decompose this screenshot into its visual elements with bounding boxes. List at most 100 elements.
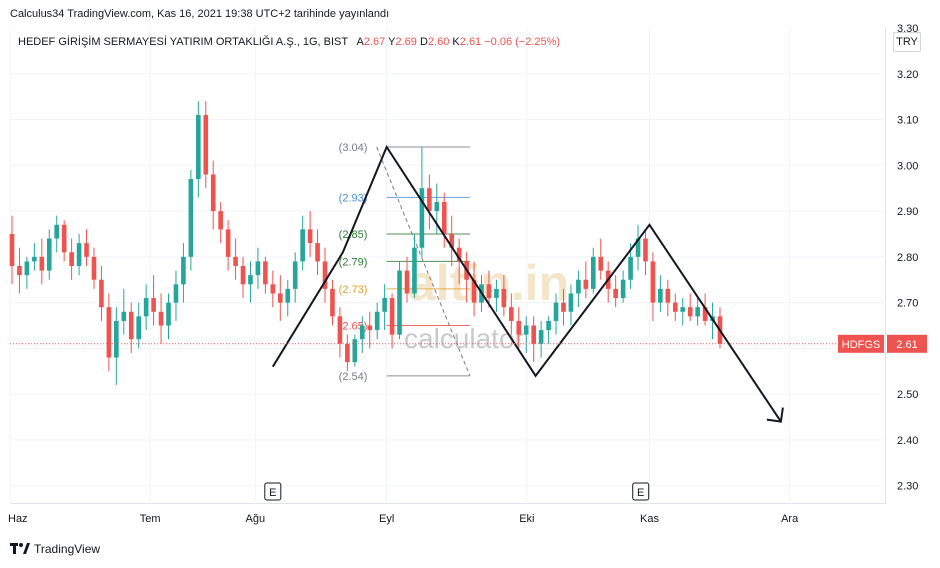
low-value: 2.60 <box>427 36 450 48</box>
close-label: K <box>452 36 460 48</box>
candle-body <box>315 243 320 262</box>
fib-trend-line <box>376 146 471 377</box>
candle-body <box>650 261 656 303</box>
candle-body <box>576 279 581 294</box>
candle-body <box>702 307 708 321</box>
ticker-badge-name: HDFGS <box>842 339 881 351</box>
y-tick-label: 2.80 <box>897 252 918 264</box>
candle-body <box>17 266 22 276</box>
x-tick-label: Kas <box>640 513 659 525</box>
watermark-sub: calculator <box>404 323 524 354</box>
candle-body <box>292 261 298 289</box>
y-tick-label: 3.00 <box>897 160 918 172</box>
candle-body <box>225 229 231 257</box>
open-label: A <box>356 36 364 48</box>
candle-body <box>620 279 626 299</box>
candle-body <box>76 243 82 266</box>
candle-body <box>404 270 410 294</box>
candle-body <box>628 256 633 280</box>
candle-body <box>658 288 663 303</box>
candle-body <box>367 325 373 331</box>
candle-body <box>255 261 261 276</box>
y-axis: 3.303.203.103.002.902.802.702.602.502.40… <box>897 23 918 493</box>
candle-body <box>412 247 417 294</box>
candle-body <box>382 298 387 312</box>
symbol-name: HEDEF GİRİŞİM SERMAYESİ YATIRIM ORTAKLIĞ… <box>18 36 349 48</box>
earnings-event-marker <box>264 482 282 501</box>
candle-body <box>151 298 156 312</box>
pattern-arrowhead <box>766 407 784 423</box>
candle-body <box>441 201 447 234</box>
candle-body <box>337 316 343 344</box>
price-badge <box>887 334 927 353</box>
close-value: 2.61 <box>459 36 482 48</box>
candle-body <box>389 298 395 335</box>
candle-body <box>486 284 492 299</box>
candle-body <box>345 343 350 363</box>
candle-body <box>233 256 238 266</box>
footer-brand[interactable]: TradingView <box>10 542 100 556</box>
candle-body <box>136 316 142 340</box>
candle-body <box>419 188 425 248</box>
earnings-event-label: E <box>269 487 276 499</box>
candle-body <box>300 229 305 262</box>
candle-body <box>32 256 37 262</box>
candle-body <box>449 233 455 248</box>
last-price-line: HDFGS 2.61 <box>10 334 927 353</box>
candle-body <box>322 261 328 289</box>
change-value: −0.06 (−2.25%) <box>484 36 561 48</box>
candle-body <box>330 288 335 317</box>
candle-body <box>643 238 648 262</box>
y-tick-label: 2.50 <box>897 389 918 401</box>
plot-area[interactable] <box>10 28 886 504</box>
candle-body <box>680 307 686 312</box>
candle-body <box>352 339 358 363</box>
x-tick-label: Haz <box>8 513 28 525</box>
tradingview-logo-icon <box>10 543 30 554</box>
x-tick-label: Eki <box>519 513 534 525</box>
candle-body <box>285 288 291 303</box>
x-tick-label: Eyl <box>379 513 394 525</box>
candle-body <box>501 288 507 308</box>
candle-body <box>114 320 119 358</box>
low-label: D <box>419 36 428 48</box>
candle-body <box>672 302 678 312</box>
fib-level-label: (2.54) <box>339 371 368 383</box>
candle-body <box>240 266 246 285</box>
y-tick-label: 2.90 <box>897 206 918 218</box>
candle-body <box>561 302 566 312</box>
candle-body <box>665 288 671 303</box>
candle-body <box>613 288 618 299</box>
currency-button[interactable]: TRY <box>893 32 921 52</box>
candle-body <box>583 279 589 289</box>
y-tick-label: 2.70 <box>897 298 918 310</box>
candle-body <box>471 279 477 303</box>
candle-body <box>494 288 499 299</box>
fib-level-label: (2.79) <box>339 256 368 268</box>
candle-body <box>181 256 186 285</box>
candle-body <box>635 238 641 257</box>
candle-body <box>210 174 216 212</box>
y-tick-label: 3.20 <box>897 69 918 81</box>
candle-body <box>121 311 127 321</box>
open-value: 2.67 <box>363 36 386 48</box>
candle-body <box>218 211 223 230</box>
candle-body <box>359 325 365 340</box>
candle-body <box>456 247 462 262</box>
candle-body <box>568 293 574 312</box>
candle-body <box>69 252 74 266</box>
candle-body <box>106 307 112 358</box>
candle-body <box>598 256 604 271</box>
candle-body <box>9 233 15 266</box>
candle-body <box>553 302 559 321</box>
grid-lines <box>9 28 886 504</box>
candle-body <box>24 261 30 276</box>
pattern-polyline <box>271 144 782 423</box>
candle-body <box>509 307 514 321</box>
candle-body <box>166 302 171 326</box>
candle-body <box>695 307 700 317</box>
candle-body <box>374 311 380 331</box>
